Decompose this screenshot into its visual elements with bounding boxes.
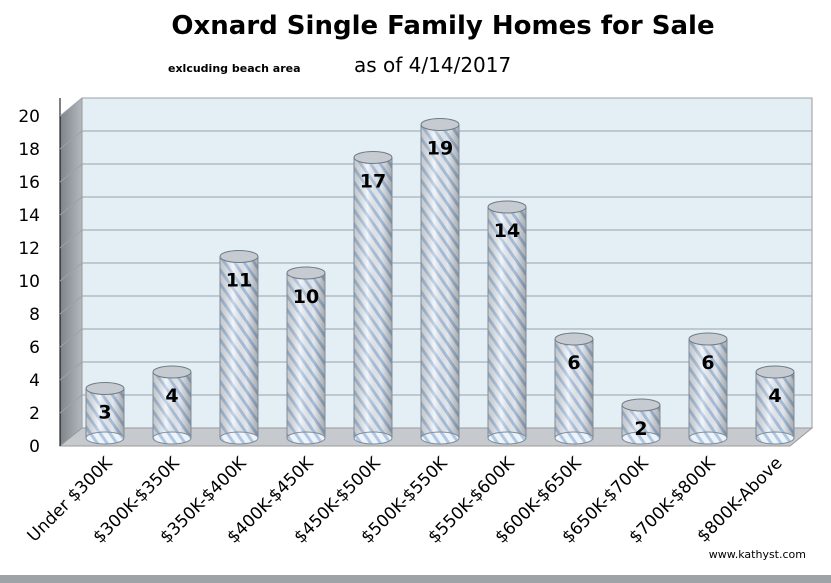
bar-shading [756,372,794,438]
bar-shading [86,388,124,438]
bar-shading [287,273,325,438]
bar: 2 [621,398,661,445]
y-tick-label: 2 [29,404,40,424]
bar-base [85,431,125,445]
data-label: 17 [360,171,386,193]
bar-base [755,431,795,445]
gridline-side [59,262,83,282]
bar-base [554,431,594,445]
gridline-side [59,394,83,414]
gridline-side [59,361,83,381]
bar-top [353,151,393,164]
bar-base [688,431,728,445]
bar-top [554,332,594,346]
bar: 19 [420,118,460,445]
y-tick-label: 6 [29,338,40,358]
bar-base [420,431,460,445]
y-tick-label: 14 [18,206,40,226]
bars: 3 4 11 10 17 19 14 6 2 6 4 [85,118,795,445]
gridline-side [59,328,83,348]
bar-top [286,266,326,280]
bar-top [621,398,661,412]
gridline-side [59,163,83,183]
bar-top [487,200,527,214]
y-tick-label: 20 [18,107,40,127]
data-label: 14 [494,220,520,242]
bar-base [353,431,393,445]
y-tick-label: 16 [18,173,40,193]
gridline-side [59,229,83,249]
y-tick-label: 4 [29,371,40,391]
bar: 4 [755,365,795,445]
gridline-side [59,97,83,117]
bar-base [286,431,326,445]
bar-top [688,332,728,346]
bottom-border [0,575,831,583]
bar-base [487,431,527,445]
y-tick-label: 0 [29,437,40,457]
bar: 17 [353,151,393,445]
bar-top [152,365,192,379]
data-label: 4 [165,385,178,407]
data-label: 4 [768,385,781,407]
bar: 6 [688,332,728,445]
chart-title: Oxnard Single Family Homes for Sale [171,11,714,41]
gridline-side [59,196,83,216]
y-tick-label: 18 [18,140,40,160]
gridline-side [59,130,83,150]
bar-shading [354,157,392,438]
gridline-side [59,295,83,315]
bar: 3 [85,382,125,445]
bar-shading [689,339,727,438]
chart-note: exlcuding beach area [168,62,301,75]
bar-shading [153,372,191,438]
data-label: 11 [226,270,252,292]
credit-text: www.kathyst.com [709,548,806,561]
bar-base [219,431,259,445]
bar-base [152,431,192,445]
y-tick-label: 10 [18,272,40,292]
bar: 10 [286,266,326,445]
y-tick-label: 8 [29,305,40,325]
data-label: 6 [567,352,580,374]
bar-top [219,250,259,263]
y-tick-label: 12 [18,239,40,259]
data-label: 6 [701,352,714,374]
y-axis-ticks: 0 2 4 6 8 10 12 14 16 18 20 [18,107,40,457]
bar-shading [421,124,459,438]
data-label: 2 [634,418,647,440]
bar: 14 [487,200,527,445]
bar-top [755,365,795,379]
x-axis-ticks: Under $300K$300K-$350K$350K-$400K$400K-$… [24,453,787,548]
data-label: 19 [427,138,453,160]
data-label: 3 [98,402,111,424]
data-label: 10 [293,286,319,308]
bar: 6 [554,332,594,445]
bar-shading [488,207,526,438]
bar-shading [555,339,593,438]
bar: 11 [219,250,259,445]
bar-top [85,382,125,395]
chart-subtitle: as of 4/14/2017 [354,53,511,77]
bar-shading [220,256,258,438]
bar-top [420,118,460,131]
bar: 4 [152,365,192,445]
